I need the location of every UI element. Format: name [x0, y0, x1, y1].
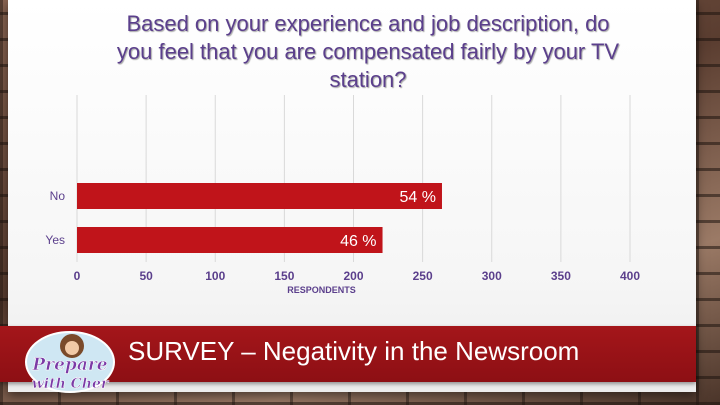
- x-axis-label: RESPONDENTS: [287, 285, 356, 295]
- x-tick-label: 350: [551, 269, 571, 283]
- category-label: Yes: [45, 233, 65, 247]
- slide-card: Based on your experience and job descrip…: [8, 0, 696, 392]
- x-tick-label: 150: [274, 269, 294, 283]
- category-label: No: [50, 189, 66, 203]
- x-tick-label: 200: [343, 269, 363, 283]
- title-banner: [0, 326, 696, 382]
- x-tick-label: 250: [413, 269, 433, 283]
- prepare-with-cher-logo: Prepare with Cher: [25, 331, 115, 393]
- slide-title: Based on your experience and job descrip…: [116, 11, 620, 92]
- data-label: 46 %: [340, 233, 376, 250]
- bar-yes: [77, 227, 383, 253]
- x-tick-label: 0: [74, 269, 81, 283]
- bar-chart: 0 50 100 150 200 250 300 350 400 RESPONDENTS No 54 …: [45, 95, 640, 295]
- x-tick-label: 100: [205, 269, 225, 283]
- x-tick-label: 300: [482, 269, 502, 283]
- bar-no: [77, 183, 442, 209]
- x-tick-label: 400: [620, 269, 640, 283]
- svg-text:with Cher: with Cher: [32, 376, 110, 392]
- data-label: 54 %: [400, 189, 436, 206]
- x-tick-label: 50: [139, 269, 153, 283]
- svg-text:Prepare: Prepare: [31, 355, 107, 375]
- banner-title: SURVEY – Negativity in the Newsroom: [128, 336, 580, 366]
